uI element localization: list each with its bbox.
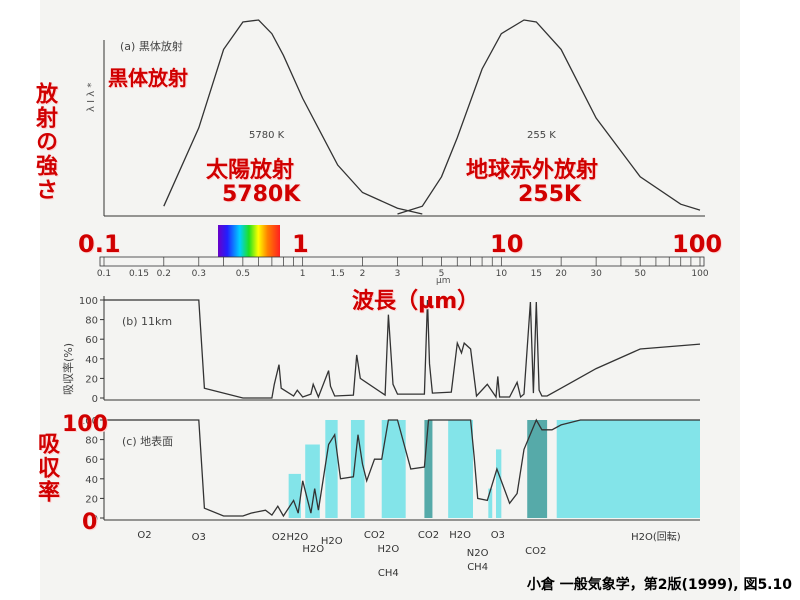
visible-spectrum-bar (218, 225, 280, 257)
earth-temp-annotation: 255 K (527, 130, 556, 141)
panel-b-y-tick-label: 80 (85, 316, 98, 327)
earth-infrared-label: 地球赤外放射 (466, 158, 599, 183)
blackbody-title: 黒体放射 (108, 66, 188, 90)
absorptivity-0-label: 0 (82, 510, 98, 535)
panel-a-y-axis-label: λ I λ * (86, 83, 97, 112)
absorber-label: H2O (286, 532, 308, 543)
wavelength-tick-label: 3 (395, 269, 401, 279)
absorber-label: N2O (467, 548, 489, 559)
absorber-label: H2O (321, 536, 343, 547)
wavelength-tick-label: 5 (439, 269, 445, 279)
absorption-band (325, 420, 338, 518)
panel-b: 0 20 40 60 80 100 (b) 11km 吸収率(%) (61, 296, 701, 405)
wavelength-tick-label: 1.5 (330, 269, 344, 279)
panel-a-label: (a) 黒体放射 (120, 39, 183, 53)
decade-label-100: 100 (672, 230, 723, 258)
absorption-band (556, 420, 700, 518)
panel-a: (a) 黒体放射 λ I λ * 5780 K 255 K (86, 19, 705, 217)
panel-c-y-tick-label: 20 (85, 494, 98, 505)
absorptivity-title: 吸収率 (34, 432, 59, 504)
wavelength-tick-label: 15 (531, 269, 542, 279)
radiation-intensity-title: 放射の強さ (32, 82, 57, 202)
absorption-band (424, 420, 433, 518)
decade-label-1: 1 (292, 230, 309, 258)
absorptivity-100-label: 100 (62, 412, 108, 437)
absorber-label: H2O (377, 544, 399, 555)
absorption-band (488, 488, 493, 518)
absorber-label: CH4 (378, 568, 399, 579)
wavelength-tick-label: 100 (691, 269, 708, 279)
absorption-band (381, 420, 406, 518)
wavelength-axis: 0.1 0.15 0.2 0.3 0.5 1 1.5 2 3 5 10 15 20 30 50 100 µm (97, 256, 709, 286)
panel-c-absorption-line (104, 418, 700, 518)
panel-b-label: (b) 11km (122, 315, 172, 328)
absorber-label: O2 (137, 530, 151, 541)
wavelength-ticks: 0.1 0.15 0.2 0.3 0.5 1 1.5 2 3 5 10 15 20 30 50 100 (97, 257, 709, 279)
panel-c-y-tick-label: 0 (92, 514, 98, 525)
wavelength-tick-label: 0.5 (236, 269, 250, 279)
blackbody-curve-sun (163, 19, 423, 215)
panel-c-absorption-bands (288, 420, 700, 518)
panel-c-y-tick-label: 40 (85, 475, 98, 486)
wavelength-tick-label: 2 (360, 269, 366, 279)
absorption-band (527, 420, 548, 518)
absorber-label: CO2 (418, 530, 439, 541)
wavelength-axis-box (99, 256, 705, 267)
absorber-label: O3 (192, 532, 206, 543)
solar-radiation-label: 太陽放射 (206, 158, 295, 183)
blackbody-curve-earth (397, 19, 701, 215)
absorber-label: O2 (272, 532, 286, 543)
panel-c-y-tick-label: 100 (79, 416, 98, 427)
absorption-band (288, 473, 301, 518)
wavelength-tick-label: 0.3 (192, 269, 206, 279)
panel-c-y-tick-label: 80 (85, 436, 98, 447)
absorber-label: CO2 (525, 546, 546, 557)
source-credit: 小倉 一般気象学，第2版(1999), 図5.10 (526, 577, 792, 593)
wavelength-tick-label: 20 (555, 269, 567, 279)
wavelength-title: 波長（µm） (352, 289, 480, 314)
absorption-band (448, 420, 473, 518)
absorber-label: O3 (491, 530, 505, 541)
solar-temperature-label: 5780K (222, 182, 301, 207)
absorber-label: CH4 (467, 562, 488, 573)
wavelength-tick-label: 0.15 (129, 269, 149, 279)
sun-temp-annotation: 5780 K (249, 130, 285, 141)
panel-b-y-tick-label: 60 (85, 335, 98, 346)
wavelength-tick-label: 0.2 (157, 269, 171, 279)
panel-b-absorption-line (104, 299, 701, 399)
absorber-label: H2O (302, 544, 324, 555)
absorber-label: H2O (449, 530, 471, 541)
decade-label-10: 10 (490, 230, 524, 258)
wavelength-tick-label: 10 (496, 269, 508, 279)
panel-c-y-tick-label: 60 (85, 455, 98, 466)
wavelength-unit: µm (436, 276, 451, 286)
panel-b-y-ticks: 0 20 40 60 80 100 (79, 296, 104, 405)
absorption-band (350, 420, 365, 518)
panel-c-label: (c) 地表面 (122, 434, 173, 448)
panel-c-y-ticks: 0 20 40 60 80 100 (79, 416, 104, 525)
panel-b-y-tick-label: 0 (92, 394, 98, 405)
wavelength-tick-label: 30 (590, 269, 602, 279)
wavelength-tick-label: 0.1 (97, 269, 111, 279)
decade-label-0-1: 0.1 (78, 230, 121, 258)
panel-b-y-tick-label: 40 (85, 355, 98, 366)
wavelength-tick-label: 1 (300, 269, 306, 279)
panel-b-y-tick-label: 100 (79, 296, 98, 307)
blackbody-curves (163, 19, 701, 215)
wavelength-tick-label: 50 (634, 269, 646, 279)
panel-b-y-tick-label: 20 (85, 374, 98, 385)
absorption-band (495, 449, 502, 518)
absorber-label: H2O(回転) (631, 531, 681, 543)
panel-b-ylabel: 吸収率(%) (61, 343, 75, 395)
earth-temperature-label: 255K (518, 182, 581, 207)
absorber-label: CO2 (364, 530, 385, 541)
